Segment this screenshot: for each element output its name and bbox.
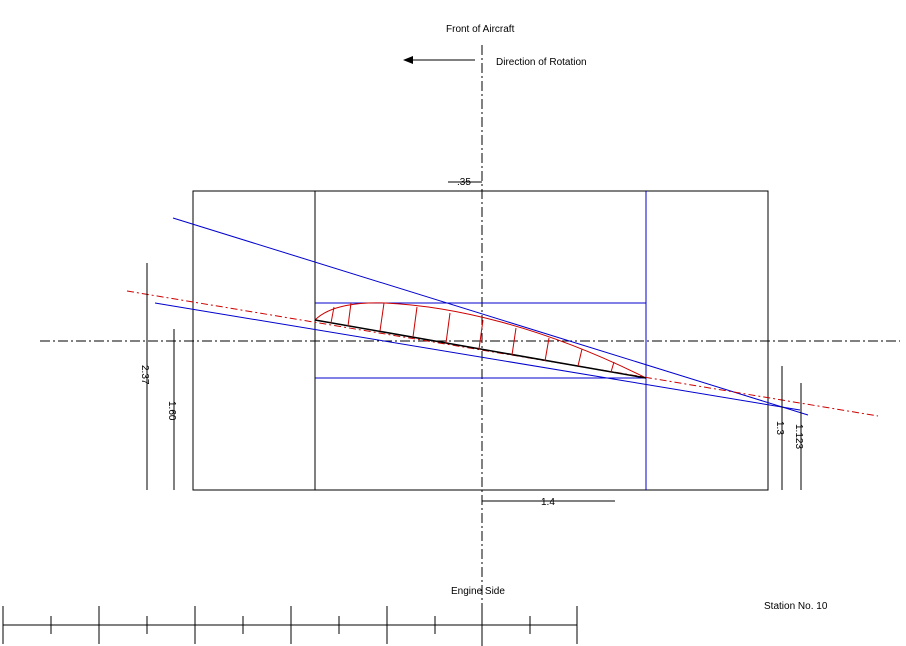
bottom-dimension-text: 1.4 (541, 497, 555, 508)
right-inner-dimension-text: 1.3 (774, 421, 785, 435)
lower-tangent-line (154, 302, 801, 411)
front-label: Front of Aircraft (446, 24, 515, 35)
station-label: Station No. 10 (764, 601, 828, 612)
top-dimension-text: .35 (457, 177, 471, 188)
outer-box (192, 190, 769, 491)
airfoil-lower-surface (314, 319, 647, 379)
scale-bar (2, 606, 578, 644)
left-inner-dimension-text: 1.60 (166, 401, 177, 421)
right-outer-dimension-text: 1.123 (793, 424, 804, 449)
upper-tangent-line (172, 217, 809, 416)
rotation-label: Direction of Rotation (496, 57, 587, 68)
left-outer-dimension-text: 2.37 (139, 365, 150, 385)
airfoil-upper-surface (314, 302, 647, 379)
engine-side-label: Engine Side (451, 586, 505, 597)
airfoil-hatching (330, 302, 615, 373)
rotation-arrowhead (403, 56, 413, 64)
